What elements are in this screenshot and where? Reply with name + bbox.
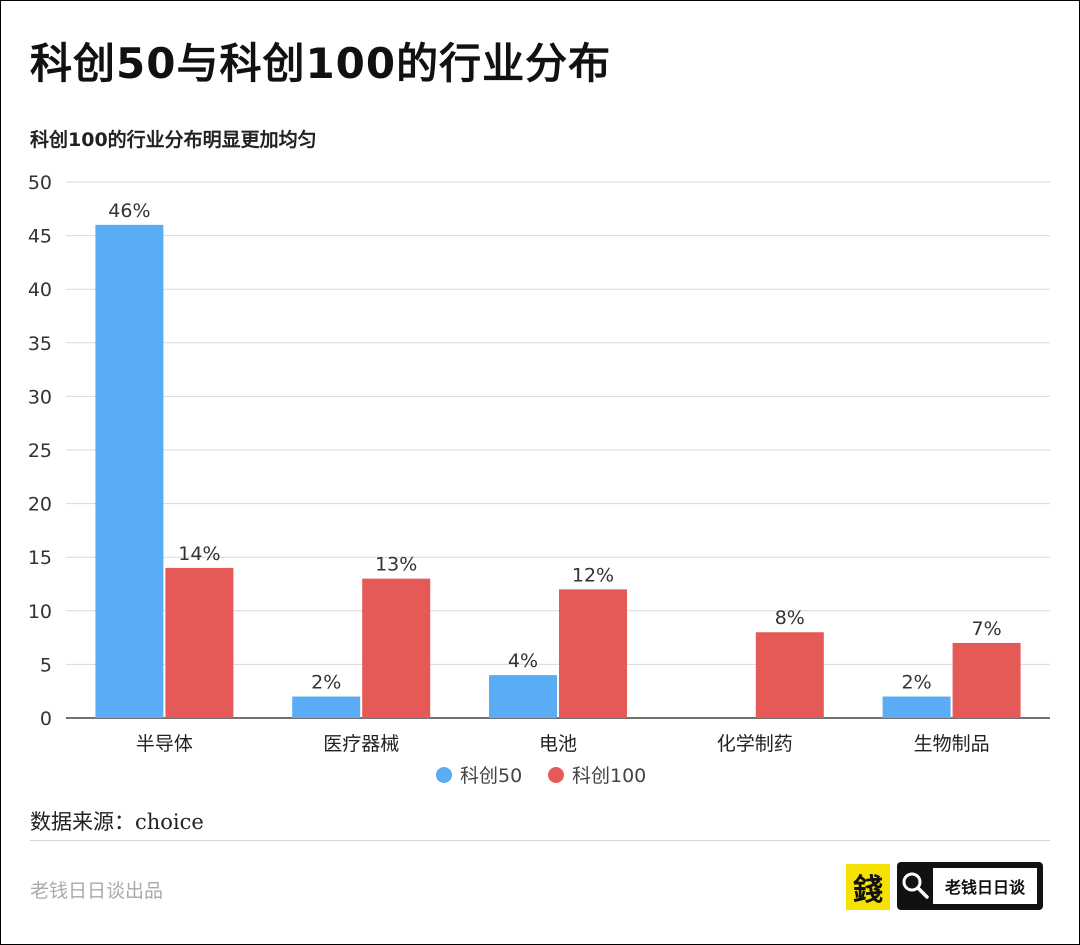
data-label: 2% xyxy=(311,672,341,694)
data-label: 2% xyxy=(902,672,932,694)
bar-kc50 xyxy=(882,696,951,718)
x-tick-label: 医疗器械 xyxy=(323,733,399,755)
bar-kc50 xyxy=(292,696,361,718)
y-tick-label: 0 xyxy=(40,708,52,730)
bar-kc50 xyxy=(489,675,557,718)
bar-kc100 xyxy=(165,567,234,718)
data-label: 8% xyxy=(775,607,805,629)
y-tick-label: 25 xyxy=(28,440,52,462)
y-tick-label: 50 xyxy=(28,172,52,194)
y-tick-label: 45 xyxy=(28,226,52,248)
y-tick-label: 30 xyxy=(28,386,52,408)
legend-label: 科创50 xyxy=(460,765,522,787)
data-source: 数据来源：choice xyxy=(30,810,204,834)
data-label: 46% xyxy=(108,200,150,222)
y-tick-label: 10 xyxy=(28,601,52,623)
data-label: 7% xyxy=(972,618,1002,640)
bar-kc100 xyxy=(362,578,431,718)
brand-logo: 錢 xyxy=(846,864,890,910)
legend-marker xyxy=(548,767,564,783)
x-tick-label: 电池 xyxy=(539,733,577,755)
x-tick-label: 半导体 xyxy=(136,733,193,755)
footer-credit: 老钱日日谈出品 xyxy=(30,880,164,902)
data-label: 13% xyxy=(375,554,417,576)
data-label: 4% xyxy=(508,650,538,672)
footer-divider xyxy=(30,840,1050,841)
bar-kc50 xyxy=(95,224,164,718)
bar-chart: 0 5 10 15 20 25 30 35 40 45 50 46% 14% 2% 13% 4% 12% 8% 2… xyxy=(28,172,1050,787)
x-tick-label: 生物制品 xyxy=(914,733,990,755)
search-icon xyxy=(902,872,929,899)
data-label: 14% xyxy=(178,543,220,565)
chart-title: 科创50与科创100的行业分布 xyxy=(30,39,612,88)
y-tick-label: 35 xyxy=(28,333,52,355)
bar-kc100 xyxy=(755,632,824,718)
x-tick-label: 化学制药 xyxy=(717,733,793,755)
bar-kc100 xyxy=(952,642,1021,718)
data-label: 12% xyxy=(572,564,614,586)
y-tick-label: 20 xyxy=(28,494,52,516)
legend-label: 科创100 xyxy=(572,765,646,787)
chart-legend: 科创50 科创100 xyxy=(436,765,646,787)
bar-kc100 xyxy=(559,589,627,718)
legend-marker xyxy=(436,767,452,783)
y-tick-label: 40 xyxy=(28,279,52,301)
y-tick-label: 5 xyxy=(40,654,52,676)
brand-label: 老钱日日谈 xyxy=(933,868,1037,904)
chart-subtitle: 科创100的行业分布明显更加均匀 xyxy=(30,129,317,151)
y-tick-label: 15 xyxy=(28,547,52,569)
